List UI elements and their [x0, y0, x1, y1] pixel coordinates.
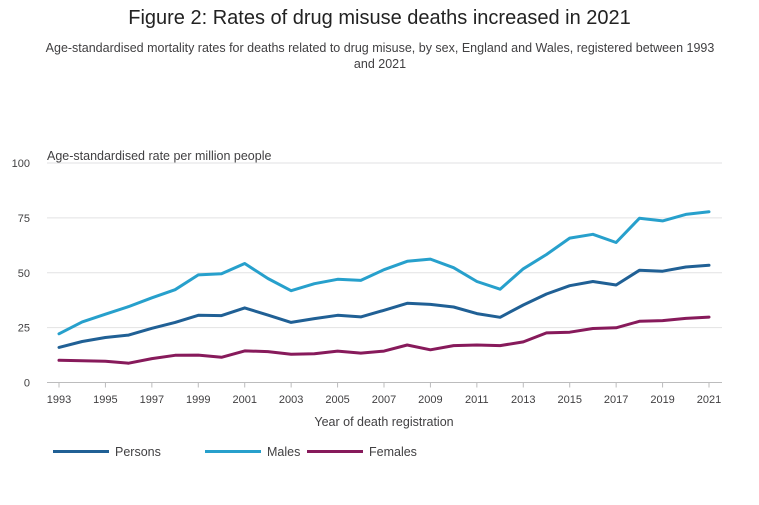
x-tick-label: 2005	[325, 394, 349, 406]
x-tick-label: 2017	[604, 394, 628, 406]
x-tick-label: 1995	[93, 394, 117, 406]
legend-label-persons: Persons	[115, 445, 161, 459]
y-tick-label: 75	[18, 213, 30, 225]
x-tick-label: 2009	[418, 394, 442, 406]
x-tick-label: 2011	[465, 394, 489, 406]
x-axis-ticks: 1993 1995 1997 1999 2001 2003 2005 2007 2009 2011…	[47, 382, 721, 406]
x-tick-label: 1997	[140, 394, 164, 406]
x-tick-label: 1999	[186, 394, 210, 406]
y-axis-ticks: 0 25 50 75 100	[12, 158, 30, 390]
series-line-females	[57, 315, 711, 365]
gridlines	[47, 162, 722, 329]
chart-subtitle: Age-standardised mortality rates for dea…	[45, 41, 715, 71]
series-line-males	[57, 210, 711, 336]
x-tick-label: 2019	[650, 394, 674, 406]
x-tick-label: 2003	[279, 394, 303, 406]
chart-title: Figure 2: Rates of drug misuse deaths in…	[128, 7, 631, 29]
series-lines	[57, 210, 711, 365]
legend-label-males: Males	[267, 445, 300, 459]
x-tick-label: 2007	[372, 394, 396, 406]
x-axis-label: Year of death registration	[314, 415, 453, 429]
y-tick-label: 100	[12, 158, 30, 170]
y-axis-label: Age-standardised rate per million people	[47, 149, 271, 163]
y-tick-label: 50	[18, 268, 30, 280]
legend-label-females: Females	[369, 445, 417, 459]
x-tick-label: 2001	[232, 394, 256, 406]
x-tick-label: 1993	[47, 394, 71, 406]
x-tick-label: 2021	[697, 394, 721, 406]
x-tick-label: 2013	[511, 394, 535, 406]
legend: Persons Males Females	[53, 445, 417, 459]
x-tick-label: 2015	[557, 394, 581, 406]
y-tick-label: 0	[24, 378, 30, 390]
series-line-persons	[57, 263, 711, 349]
y-tick-label: 25	[18, 323, 30, 335]
